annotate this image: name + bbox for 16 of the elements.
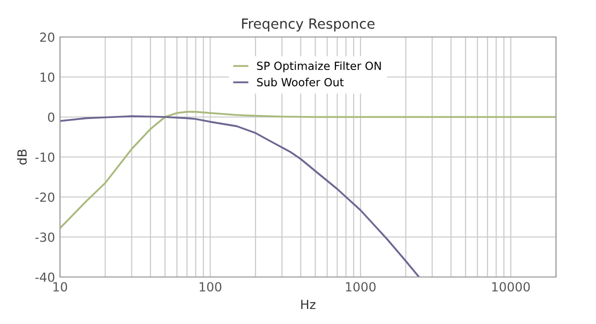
y-tick-label: 0 <box>48 112 54 122</box>
legend-label: SP Optimaize Filter ON <box>257 61 381 72</box>
y-axis-title: dB <box>17 150 27 165</box>
legend-label: Sub Woofer Out <box>257 78 344 86</box>
x-tick-label: 100 <box>200 282 222 292</box>
y-tick-label: 10 <box>40 72 54 82</box>
x-tick-label: 1000 <box>346 282 376 292</box>
y-tick-label: 20 <box>40 32 54 42</box>
y-tick-label: -20 <box>35 192 54 202</box>
x-axis-title: Hz <box>301 300 316 310</box>
y-tick-label: -30 <box>35 232 54 242</box>
x-tick-label: 10 <box>53 282 68 292</box>
y-tick-label: -40 <box>35 272 54 282</box>
y-tick-label: -10 <box>35 152 54 162</box>
chart-title: Freqency Responce <box>242 18 374 32</box>
x-tick-label: 10000 <box>492 282 530 292</box>
